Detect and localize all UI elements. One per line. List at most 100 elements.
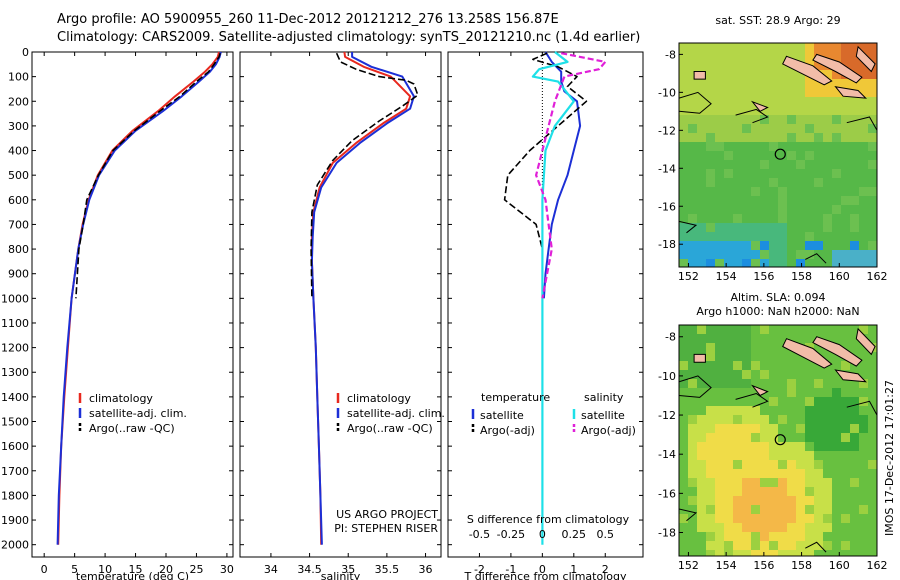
map-cell bbox=[823, 379, 833, 389]
map-cell bbox=[832, 88, 842, 98]
map-cell bbox=[859, 178, 869, 188]
map-cell bbox=[868, 424, 877, 434]
map-cell bbox=[688, 151, 698, 161]
map-cell bbox=[733, 397, 743, 407]
map-cell bbox=[841, 442, 851, 452]
map-cell bbox=[706, 487, 716, 497]
map-cell bbox=[778, 379, 788, 389]
map-cell bbox=[787, 259, 797, 267]
map-cell bbox=[814, 169, 824, 179]
map-cell bbox=[706, 370, 716, 380]
map-cell bbox=[715, 550, 725, 556]
map-cell bbox=[724, 469, 734, 479]
map-cell bbox=[823, 397, 833, 407]
y-tick-label: 300 bbox=[8, 120, 29, 133]
x-tick-label: 10 bbox=[98, 563, 112, 576]
map-cell bbox=[805, 469, 815, 479]
map-cell bbox=[832, 133, 842, 143]
island-land-shape bbox=[812, 336, 863, 367]
map-cell bbox=[859, 442, 869, 452]
map-cell bbox=[823, 196, 833, 206]
map-cell bbox=[787, 223, 797, 233]
map-cell bbox=[760, 334, 770, 344]
map-cell bbox=[733, 550, 743, 556]
map-cell bbox=[724, 433, 734, 443]
map-cell bbox=[769, 79, 779, 89]
map-cell bbox=[751, 133, 761, 143]
map-cell bbox=[850, 160, 860, 170]
map-cell bbox=[733, 178, 743, 188]
map-cell bbox=[832, 451, 842, 461]
bathymetry-contour bbox=[735, 108, 769, 124]
y-tick-label: 2000 bbox=[1, 539, 29, 552]
map-cell bbox=[679, 124, 689, 134]
map-cell bbox=[832, 424, 842, 434]
map-cell bbox=[769, 514, 779, 524]
map-cell bbox=[760, 541, 770, 551]
map-cell bbox=[859, 460, 869, 470]
x-axis-label: salinity bbox=[321, 570, 361, 580]
map-cell bbox=[832, 250, 842, 260]
map-cell bbox=[769, 97, 779, 107]
map-cell bbox=[868, 214, 877, 224]
map-cell bbox=[769, 160, 779, 170]
map-cell bbox=[724, 205, 734, 215]
map-cell bbox=[706, 61, 716, 71]
map-cell bbox=[751, 250, 761, 260]
map-cell bbox=[679, 478, 689, 488]
map-cell bbox=[760, 241, 770, 251]
map-cell bbox=[688, 505, 698, 515]
map-cell bbox=[760, 424, 770, 434]
map-cell bbox=[832, 460, 842, 470]
map-cell bbox=[688, 343, 698, 353]
map-cell bbox=[715, 88, 725, 98]
legend-label: Argo(-adj) bbox=[581, 424, 636, 437]
map-cell bbox=[760, 460, 770, 470]
map-cell bbox=[787, 160, 797, 170]
map-cell bbox=[796, 433, 806, 443]
map-cell bbox=[697, 370, 707, 380]
map-cell bbox=[742, 379, 752, 389]
map-cell bbox=[715, 361, 725, 371]
map-cell bbox=[679, 415, 689, 425]
map-cell bbox=[796, 541, 806, 551]
map-cell bbox=[805, 232, 815, 242]
map-cell bbox=[751, 160, 761, 170]
map-cell bbox=[823, 241, 833, 251]
map-cell bbox=[859, 514, 869, 524]
map-cell bbox=[688, 424, 698, 434]
map-cell bbox=[760, 160, 770, 170]
map-cell bbox=[724, 70, 734, 80]
map-image-sst bbox=[679, 43, 877, 267]
map-cell bbox=[805, 505, 815, 515]
map-cell bbox=[715, 523, 725, 533]
map-cell bbox=[841, 115, 851, 125]
map-x-tick-label: 154 bbox=[716, 270, 737, 283]
map-cell bbox=[787, 214, 797, 224]
map-cell bbox=[742, 133, 752, 143]
map-cell bbox=[778, 424, 788, 434]
x-tick-label: -2 bbox=[474, 563, 485, 576]
map-x-tick-label: 152 bbox=[678, 559, 699, 572]
map-cell bbox=[679, 187, 689, 197]
map-cell bbox=[859, 133, 869, 143]
map-y-tick-label: -12 bbox=[658, 124, 676, 137]
map-cell bbox=[841, 106, 851, 116]
map-cell bbox=[805, 241, 815, 251]
map-cell bbox=[787, 43, 797, 53]
map-cell bbox=[697, 415, 707, 425]
map-cell bbox=[787, 79, 797, 89]
map-cell bbox=[850, 325, 860, 335]
map-cell bbox=[778, 370, 788, 380]
map-cell bbox=[796, 523, 806, 533]
map-cell bbox=[841, 361, 851, 371]
map-cell bbox=[769, 250, 779, 260]
map-cell bbox=[760, 325, 770, 335]
map-cell bbox=[868, 124, 877, 134]
map-cell bbox=[688, 460, 698, 470]
map-cell bbox=[778, 478, 788, 488]
map-cell bbox=[850, 505, 860, 515]
map-cell bbox=[751, 196, 761, 206]
map-cell bbox=[805, 523, 815, 533]
map-cell bbox=[850, 214, 860, 224]
